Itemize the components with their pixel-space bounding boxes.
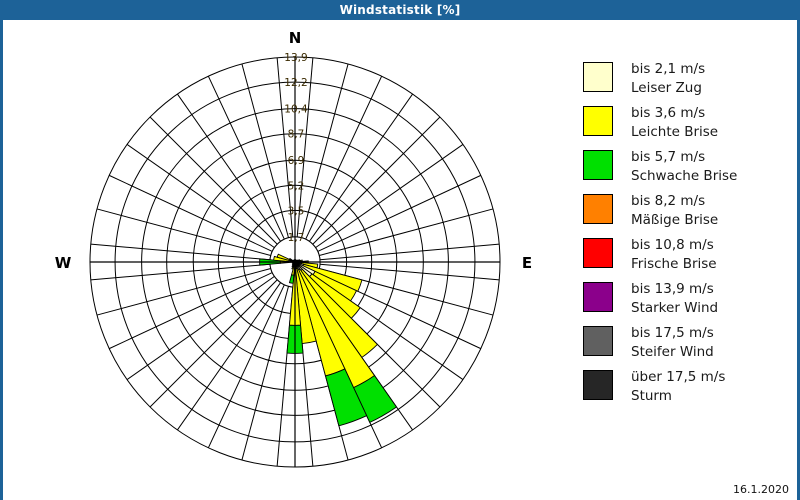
- legend-item-text: bis 3,6 m/s Leichte Brise: [631, 104, 718, 142]
- grid-spoke-7: [319, 208, 494, 256]
- radial-tick-0: 1,7: [288, 232, 305, 244]
- footer-bar: 16.1.2020: [3, 481, 797, 500]
- compass-label-north: N: [289, 29, 302, 47]
- chart-canvas: 1,7 3,5 5,2 6,9 8,7 10,4 12,2 13,9 N S E W bis 2,1…: [3, 20, 797, 481]
- legend-item-5[interactable]: bis 13,9 m/s Starker Wind: [583, 280, 718, 318]
- legend-name-label: Schwache Brise: [631, 168, 738, 185]
- grid-spoke-21: [177, 282, 282, 431]
- grid-spoke-23: [126, 275, 275, 380]
- legend-color-swatch: [583, 370, 613, 400]
- legend-speed-label: über 17,5 m/s: [631, 369, 726, 385]
- grid-spoke-19: [241, 286, 289, 461]
- grid-spoke-32: [177, 93, 282, 242]
- radial-tick-5: 10,4: [284, 104, 308, 116]
- petal-150-band-2: [352, 374, 398, 423]
- radial-tick-labels: 1,7 3,5 5,2 6,9 8,7 10,4 12,2 13,9: [284, 52, 308, 244]
- legend-item-text: bis 10,8 m/s Frische Brise: [631, 236, 717, 274]
- petal-160-band-2: [324, 368, 368, 427]
- grid-spoke-26: [90, 263, 271, 281]
- legend-item-6[interactable]: bis 17,5 m/s Steifer Wind: [583, 324, 714, 362]
- legend-color-swatch: [583, 282, 613, 312]
- radial-tick-4: 8,7: [288, 129, 305, 141]
- petal-190-band-2: [288, 274, 295, 284]
- legend-name-label: Leiser Zug: [631, 80, 702, 97]
- compass-label-south: S: [290, 480, 301, 481]
- grid-spoke-2: [305, 75, 383, 240]
- compass-labels: N S E W: [55, 29, 532, 481]
- grid-spoke-3: [308, 93, 413, 242]
- windrose-chart: 1,7 3,5 5,2 6,9 8,7 10,4 12,2 13,9 N S E W: [55, 29, 532, 481]
- grid-spoke-4: [312, 116, 441, 245]
- legend-color-swatch: [583, 326, 613, 356]
- legend-speed-label: bis 8,2 m/s: [631, 193, 706, 209]
- grid-spoke-27: [90, 243, 271, 261]
- legend-name-label: Sturm: [631, 388, 672, 405]
- legend-item-text: bis 13,9 m/s Starker Wind: [631, 280, 718, 318]
- footer-date: 16.1.2020: [733, 483, 789, 496]
- compass-label-east: E: [522, 254, 532, 272]
- legend-item-1[interactable]: bis 3,6 m/s Leichte Brise: [583, 104, 718, 142]
- grid-spoke-6: [317, 174, 482, 252]
- window-titlebar: Windstatistik [%]: [0, 0, 800, 20]
- legend-item-7[interactable]: über 17,5 m/s Sturm: [583, 368, 725, 406]
- radial-tick-3: 6,9: [288, 155, 305, 167]
- grid-spoke-22: [149, 279, 278, 408]
- legend-item-2[interactable]: bis 5,7 m/s Schwache Brise: [583, 148, 737, 186]
- radial-tick-7: 13,9: [284, 52, 307, 64]
- legend-item-text: bis 5,7 m/s Schwache Brise: [631, 148, 737, 186]
- legend-color-swatch: [583, 238, 613, 268]
- legend-name-label: Mäßige Brise: [631, 212, 719, 229]
- legend-item-text: bis 17,5 m/s Steifer Wind: [631, 324, 714, 362]
- legend-name-label: Leichte Brise: [631, 124, 719, 141]
- grid-spoke-28: [96, 208, 271, 256]
- windrose-petals: [259, 253, 398, 427]
- legend-color-swatch: [583, 62, 613, 92]
- grid-spoke-29: [108, 174, 273, 252]
- grid-spoke-0: [296, 57, 314, 238]
- grid-spoke-9: [319, 263, 500, 281]
- grid-spoke-5: [315, 144, 464, 249]
- grid-spoke-8: [319, 243, 500, 261]
- grid-spoke-24: [108, 272, 273, 350]
- legend-item-0[interactable]: bis 2,1 m/s Leiser Zug: [583, 60, 705, 98]
- legend-speed-label: bis 5,7 m/s: [631, 149, 706, 165]
- legend-speed-label: bis 17,5 m/s: [631, 325, 714, 341]
- grid-spoke-35: [276, 57, 294, 238]
- grid-spoke-25: [96, 268, 271, 316]
- grid-spoke-1: [301, 63, 349, 238]
- legend-item-4[interactable]: bis 10,8 m/s Frische Brise: [583, 236, 717, 274]
- legend-speed-label: bis 10,8 m/s: [631, 237, 714, 253]
- grid-spoke-30: [126, 144, 275, 249]
- legend-name-label: Starker Wind: [631, 300, 719, 317]
- legend-color-swatch: [583, 150, 613, 180]
- legend-speed-label: bis 3,6 m/s: [631, 105, 706, 121]
- compass-label-west: W: [55, 254, 72, 272]
- petal-110-band-1: [302, 263, 363, 292]
- grid-spoke-20: [207, 284, 285, 449]
- radial-tick-2: 5,2: [288, 180, 305, 192]
- window-title: Windstatistik [%]: [339, 3, 461, 17]
- grid-spoke-31: [149, 116, 278, 245]
- legend: bis 2,1 m/s Leiser Zug bis 3,6 m/s Leichte …: [583, 40, 797, 440]
- legend-name-label: Frische Brise: [631, 256, 717, 273]
- legend-color-swatch: [583, 106, 613, 136]
- legend-item-text: über 17,5 m/s Sturm: [631, 368, 725, 406]
- radial-tick-1: 3,5: [288, 205, 305, 217]
- grid-spoke-34: [241, 63, 289, 238]
- windrose-axes: [90, 57, 500, 467]
- legend-speed-label: bis 2,1 m/s: [631, 61, 706, 77]
- legend-name-label: Steifer Wind: [631, 344, 714, 361]
- legend-speed-label: bis 13,9 m/s: [631, 281, 714, 297]
- legend-color-swatch: [583, 194, 613, 224]
- radial-tick-6: 12,2: [284, 77, 307, 89]
- legend-item-3[interactable]: bis 8,2 m/s Mäßige Brise: [583, 192, 718, 230]
- legend-item-text: bis 8,2 m/s Mäßige Brise: [631, 192, 718, 230]
- legend-item-text: bis 2,1 m/s Leiser Zug: [631, 60, 705, 98]
- grid-spoke-33: [207, 75, 285, 240]
